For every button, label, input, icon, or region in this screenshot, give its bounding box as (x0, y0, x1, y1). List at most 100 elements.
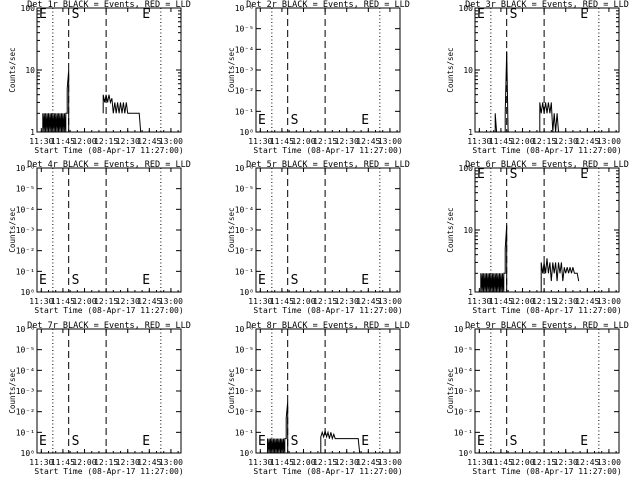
y-axis-label: Counts/sec (227, 47, 236, 92)
panel-title: Det 8r BLACK = Events, RED = LLD (246, 321, 410, 331)
y-tick-label: 10⁰ (240, 288, 254, 297)
x-tick-label: 12:45 (137, 297, 161, 306)
y-tick-label: 10⁻⁵ (454, 346, 473, 355)
marker-E: E (361, 434, 369, 449)
x-tick-label: 11:45 (270, 137, 294, 146)
x-tick-label: 11:45 (489, 297, 513, 306)
y-tick-label: 10⁻⁵ (235, 185, 254, 194)
y-tick-label: 10⁰ (21, 288, 35, 297)
marker-S: S (510, 167, 518, 182)
marker-E-left: E (477, 7, 485, 22)
y-tick-label: 10⁻³ (454, 387, 473, 396)
y-tick-label: 10⁻² (16, 247, 35, 256)
y-tick-label: 10⁻² (235, 408, 254, 417)
x-tick-label: 12:45 (575, 458, 599, 467)
y-axis-label: Counts/sec (227, 207, 236, 252)
x-tick-label: 12:45 (356, 297, 380, 306)
x-tick-label: 13:00 (597, 458, 621, 467)
y-axis-label: Counts/sec (446, 47, 455, 92)
y-tick-label: 10 (463, 226, 473, 235)
x-tick-label: 11:45 (51, 297, 75, 306)
y-axis-label: Counts/sec (227, 368, 236, 413)
y-tick-label: 10⁻² (16, 408, 35, 417)
y-tick-label: 10⁻³ (16, 226, 35, 235)
x-tick-label: 13:00 (159, 458, 183, 467)
panel-det-8r: Det 8r BLACK = Events, RED = LLD 10⁰ 10⁻¹ 1… (227, 321, 410, 476)
marker-E-left: E (477, 167, 485, 182)
y-tick-label: 10⁻⁵ (235, 25, 254, 34)
events-series-line (267, 401, 289, 454)
x-tick-label: 12:30 (116, 458, 140, 467)
events-series-line (480, 225, 508, 293)
y-tick-label: 10⁻⁶ (454, 325, 473, 334)
panel-title: Det 7r BLACK = Events, RED = LLD (27, 321, 191, 331)
marker-S: S (291, 113, 299, 128)
x-tick-label: 12:00 (291, 297, 315, 306)
y-tick-label: 10⁻⁶ (235, 325, 254, 334)
y-tick-label: 10⁻⁴ (16, 205, 35, 214)
marker-E-left: E (258, 273, 266, 288)
y-tick-label: 10⁻⁴ (235, 205, 254, 214)
y-tick-label: 10 (463, 66, 473, 75)
x-tick-label: 11:30 (29, 458, 53, 467)
x-tick-label: 11:45 (270, 297, 294, 306)
x-tick-label: 12:30 (335, 458, 359, 467)
x-tick-label: 13:00 (378, 297, 402, 306)
x-tick-label: 12:00 (510, 297, 534, 306)
x-tick-label: 12:30 (116, 297, 140, 306)
x-tick-label: 12:00 (72, 458, 96, 467)
x-tick-label: 12:15 (532, 137, 556, 146)
marker-S: S (291, 273, 299, 288)
y-axis-label: Counts/sec (8, 368, 17, 413)
y-tick-label: 10⁻¹ (454, 428, 473, 437)
x-tick-label: 12:15 (94, 297, 118, 306)
x-tick-label: 12:00 (510, 137, 534, 146)
marker-E-left: E (39, 434, 47, 449)
y-tick-label: 10⁻⁶ (16, 164, 35, 173)
y-tick-label: 10⁻³ (235, 226, 254, 235)
panel-title: Det 3r BLACK = Events, RED = LLD (465, 0, 629, 10)
events-series-line (42, 69, 70, 133)
x-axis-label: Start Time (08-Apr-17 11:27:00) (253, 146, 402, 155)
x-axis-label: Start Time (08-Apr-17 11:27:00) (34, 146, 183, 155)
x-tick-label: 13:00 (597, 137, 621, 146)
panel-title: Det 4r BLACK = Events, RED = LLD (27, 160, 191, 170)
x-tick-label: 12:45 (575, 137, 599, 146)
x-tick-label: 12:30 (554, 458, 578, 467)
marker-E: E (142, 434, 150, 449)
y-tick-label: 10⁻⁴ (16, 366, 35, 375)
x-tick-label: 11:45 (270, 458, 294, 467)
y-tick-label: 10⁰ (240, 128, 254, 137)
x-tick-label: 11:45 (489, 458, 513, 467)
marker-S: S (72, 434, 80, 449)
marker-E-left: E (39, 273, 47, 288)
y-tick-label: 10⁻³ (235, 66, 254, 75)
marker-E: E (142, 273, 150, 288)
x-tick-label: 12:30 (335, 297, 359, 306)
y-tick-label: 10⁻² (454, 408, 473, 417)
x-tick-label: 13:00 (597, 297, 621, 306)
y-tick-label: 1 (30, 128, 35, 137)
y-tick-label: 10⁻⁴ (454, 366, 473, 375)
panel-title: Det 5r BLACK = Events, RED = LLD (246, 160, 410, 170)
panel-det-5r: Det 5r BLACK = Events, RED = LLD 10⁰ 10⁻¹ 1… (227, 160, 410, 315)
x-tick-label: 12:30 (335, 137, 359, 146)
marker-E-left: E (477, 434, 485, 449)
marker-E-left: E (39, 7, 47, 22)
marker-E: E (361, 273, 369, 288)
x-tick-label: 11:45 (51, 458, 75, 467)
y-axis-label: Counts/sec (446, 207, 455, 252)
events-series-line (102, 94, 142, 133)
panel-det-4r: Det 4r BLACK = Events, RED = LLD 10⁰ 10⁻¹ 1… (8, 160, 191, 315)
x-tick-label: 12:00 (510, 458, 534, 467)
x-tick-label: 11:30 (467, 458, 491, 467)
events-series-line (540, 258, 580, 292)
y-axis-label: Counts/sec (8, 47, 17, 92)
x-axis-label: Start Time (08-Apr-17 11:27:00) (253, 467, 402, 476)
marker-S: S (510, 7, 518, 22)
y-tick-label: 100 (459, 164, 474, 173)
y-axis-label: Counts/sec (8, 207, 17, 252)
x-tick-label: 12:45 (356, 458, 380, 467)
y-tick-label: 10⁰ (21, 449, 35, 458)
